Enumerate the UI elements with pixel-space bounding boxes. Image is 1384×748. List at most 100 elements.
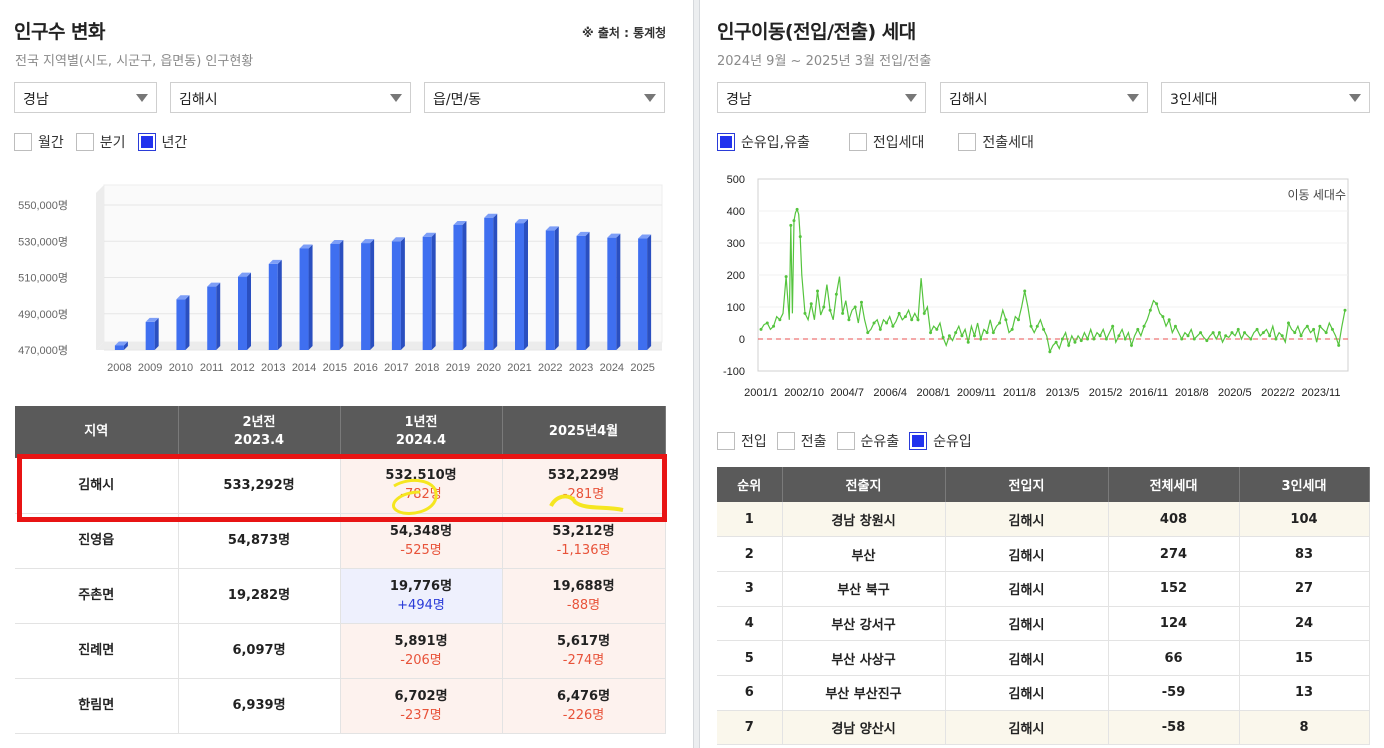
x-tick-label: 2017 [384, 362, 408, 374]
data-point [891, 324, 895, 328]
bar-top-2025 [638, 234, 652, 239]
quarterly-checkbox[interactable]: 분기 [75, 132, 126, 152]
data-point [1086, 337, 1090, 341]
bar-2019 [453, 224, 463, 350]
yellow-scribble-annotation [392, 478, 438, 515]
bar-top-2020 [484, 213, 498, 218]
bar-2014 [299, 248, 309, 350]
out-checkbox[interactable]: 전출 [776, 431, 827, 451]
net-flow-checkbox[interactable]: 순유입,유출 [717, 132, 810, 152]
bar-2025 [638, 238, 648, 350]
rank-cell: 5 [717, 640, 783, 676]
table-row[interactable]: 주촌면 19,282명 19,776명 +494명 19,688명 -88명 [15, 568, 666, 624]
y-tick-label: 530,000명 [18, 235, 68, 248]
province-select[interactable]: 경남 [14, 82, 157, 113]
table-row[interactable]: 3 부산 북구 김해시 152 27 [717, 571, 1370, 607]
household-select[interactable]: 3인세대 [1161, 82, 1370, 113]
data-point [866, 331, 870, 335]
in-checkbox[interactable]: 전입 [717, 431, 767, 451]
town-select[interactable]: 읍/면/동 [424, 82, 665, 113]
data-point [878, 327, 882, 331]
data-point [1148, 308, 1152, 312]
migration-line-chart: 500 400 300 200 100 0 -100 이동 세대수 2001/1 2002/10 2… [723, 174, 1349, 399]
data-point [859, 300, 863, 304]
region-cell: 진례면 [15, 623, 179, 679]
table-row[interactable]: 1 경남 창원시 김해시 408 104 [717, 502, 1370, 538]
checkbox-icon [14, 133, 32, 151]
table-row[interactable]: 6 부산 부산진구 김해시 -59 13 [717, 675, 1370, 711]
bar-side-2011 [216, 282, 221, 350]
data-point [834, 292, 838, 296]
rank-cell: 7 [717, 710, 783, 746]
one-year-ago-cell: 54,348명 -525명 [340, 513, 503, 569]
table-row[interactable]: 7 경남 양산시 김해시 -58 8 [717, 710, 1370, 746]
period-checkboxes: 월간 분기 년간 [14, 132, 199, 152]
chart-wall-back [103, 184, 663, 343]
header-current: 2025년4월 [502, 406, 666, 458]
data-point [1211, 331, 1215, 335]
three-person-cell: 24 [1239, 606, 1370, 642]
chevron-down-icon [905, 94, 917, 102]
region-cell: 주촌면 [15, 568, 179, 624]
data-point [778, 318, 782, 322]
two-years-ago-cell: 19,282명 [178, 568, 341, 624]
origin-cell: 부산 사상구 [782, 640, 946, 676]
header-origin: 전출지 [782, 467, 946, 502]
bar-side-2020 [493, 213, 498, 350]
bar-top-2015 [330, 239, 344, 244]
bar-side-2009 [154, 317, 159, 350]
data-point [991, 331, 995, 335]
mig-city-select[interactable]: 김해시 [940, 82, 1148, 113]
data-point [1318, 324, 1322, 328]
x-tick-label: 2025 [630, 362, 654, 374]
net-out-checkbox[interactable]: 순유출 [836, 431, 899, 451]
data-point [1067, 343, 1071, 347]
bar-side-2024 [616, 233, 621, 350]
data-point [1010, 327, 1014, 331]
bar-2021 [515, 223, 524, 350]
total-households-cell: 124 [1108, 606, 1240, 642]
net-in-checkbox[interactable]: 순유입 [909, 431, 972, 451]
chevron-down-icon [136, 94, 148, 102]
yearly-checkbox[interactable]: 년간 [137, 132, 187, 152]
table-header-row: 순위 전출지 전입지 전체세대 3인세대 [717, 467, 1370, 502]
current-cell: 53,212명 -1,136명 [502, 513, 666, 569]
bar-side-2021 [524, 219, 528, 350]
x-tick-label: 2008/1 [916, 387, 950, 399]
bar-2013 [268, 263, 278, 350]
data-point [1268, 334, 1272, 338]
checkbox-checked-icon [717, 133, 735, 151]
x-tick-label: 2018 [415, 362, 439, 374]
bar-top-2012 [238, 272, 251, 277]
header-destination: 전입지 [945, 467, 1109, 502]
mig-province-select[interactable]: 경남 [717, 82, 926, 113]
table-row[interactable]: 4 부산 강서구 김해시 124 24 [717, 606, 1370, 642]
data-point [853, 305, 857, 309]
current-diff: -274명 [562, 652, 605, 668]
data-point [1123, 337, 1127, 341]
data-point [847, 318, 851, 322]
city-select[interactable]: 김해시 [170, 82, 411, 113]
bar-2008 [114, 345, 124, 350]
table-row[interactable]: 한림면 6,939명 6,702명 -237명 6,476명 -226명 [15, 678, 666, 734]
bar-side-2015 [339, 239, 344, 350]
table-row[interactable]: 진례면 6,097명 5,891명 -206명 5,617명 -274명 [15, 623, 666, 679]
total-households-cell: 408 [1108, 502, 1240, 538]
monthly-checkbox[interactable]: 월간 [14, 132, 64, 152]
population-panel: 인구수 변화 ※ 출처 : 통계청 전국 지역별(시도, 시군구, 읍면동) 인… [14, 21, 667, 734]
table-row[interactable]: 5 부산 사상구 김해시 66 15 [717, 640, 1370, 676]
three-person-cell: 8 [1239, 710, 1370, 746]
data-point [1060, 337, 1064, 341]
in-households-checkbox[interactable]: 전입세대 [848, 132, 924, 152]
bar-top-2011 [207, 282, 221, 287]
bar-top-2019 [453, 220, 467, 225]
x-tick-label: 2020/5 [1218, 387, 1252, 399]
header-3person-households: 3인세대 [1239, 467, 1370, 502]
bar-top-2024 [607, 233, 621, 238]
bar-top-2017 [391, 237, 405, 242]
data-point [935, 327, 939, 331]
table-row[interactable]: 진영읍 54,873명 54,348명 -525명 53,212명 -1,136명 [15, 513, 666, 569]
out-households-checkbox[interactable]: 전출세대 [958, 132, 1034, 152]
bar-side-2016 [370, 239, 375, 350]
table-row[interactable]: 2 부산 김해시 274 83 [717, 536, 1370, 572]
